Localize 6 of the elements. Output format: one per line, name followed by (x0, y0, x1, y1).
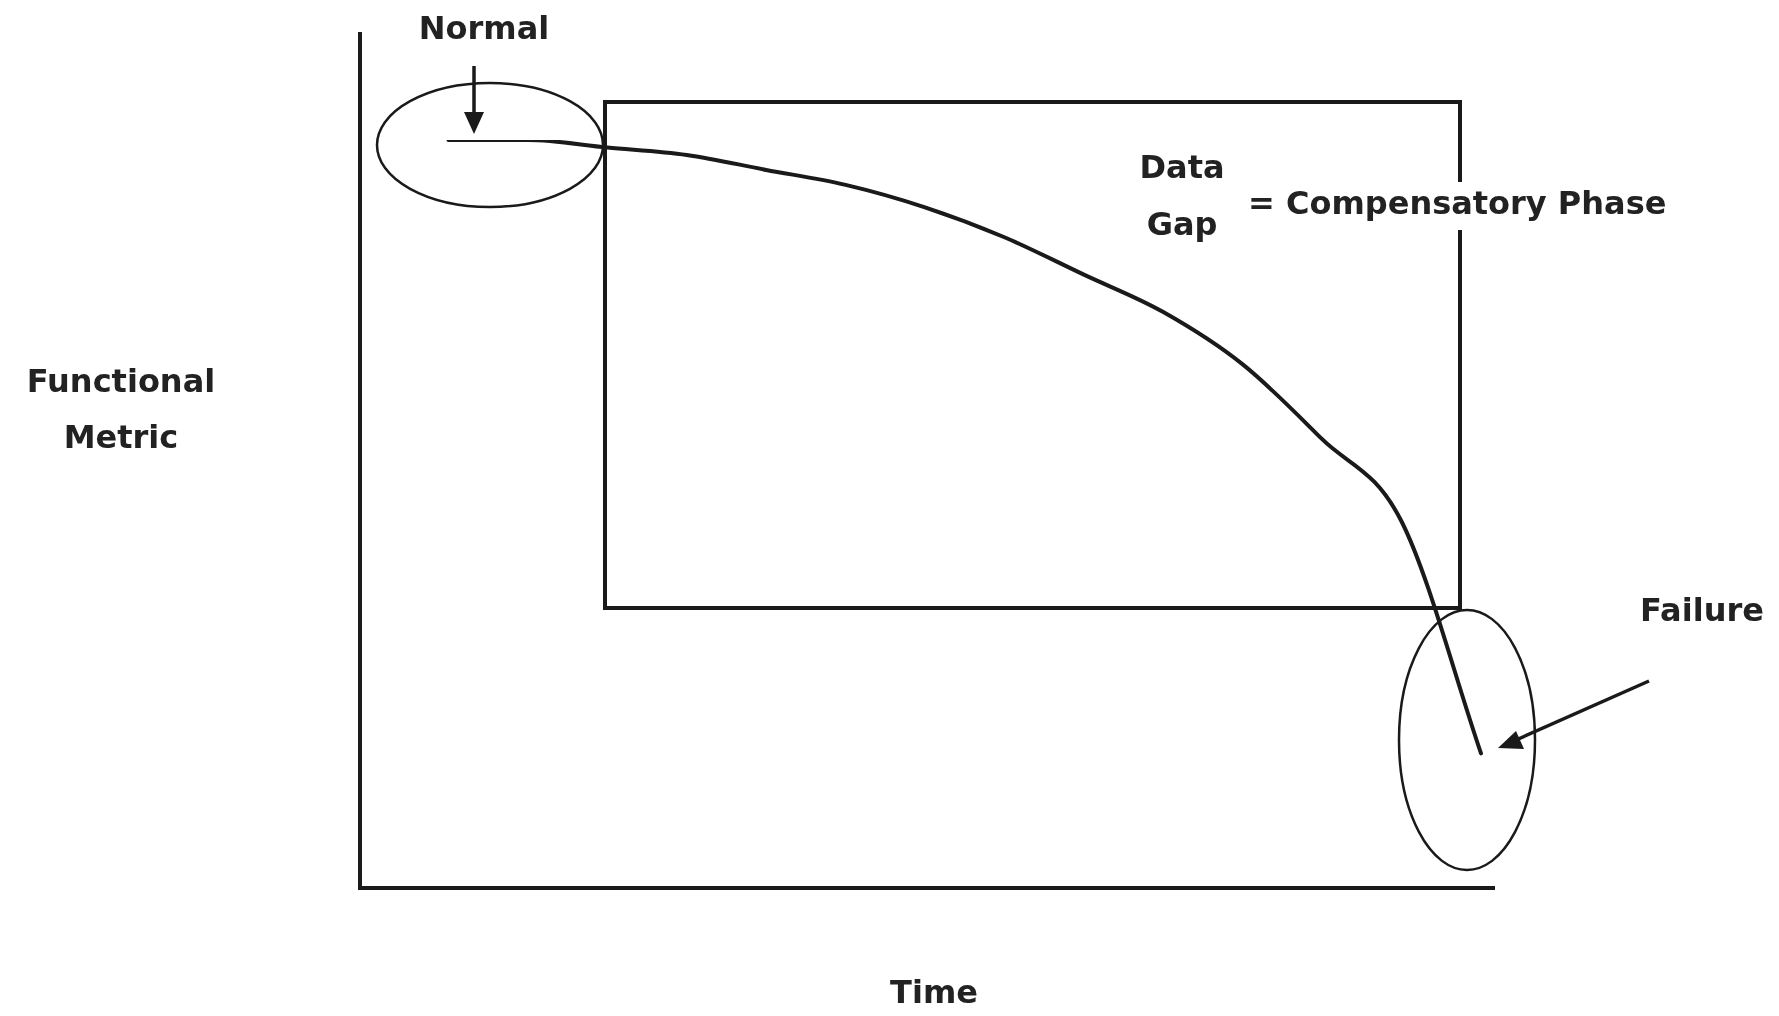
text: Failure (1640, 591, 1764, 630)
text: Normal (418, 9, 550, 48)
x-axis-title: Time (890, 973, 978, 1012)
annotation: = Compensatory Phase (1248, 184, 1667, 223)
annotation: Data Gap (1139, 148, 1225, 244)
y-axis-title: Functional Metric (26, 362, 216, 457)
